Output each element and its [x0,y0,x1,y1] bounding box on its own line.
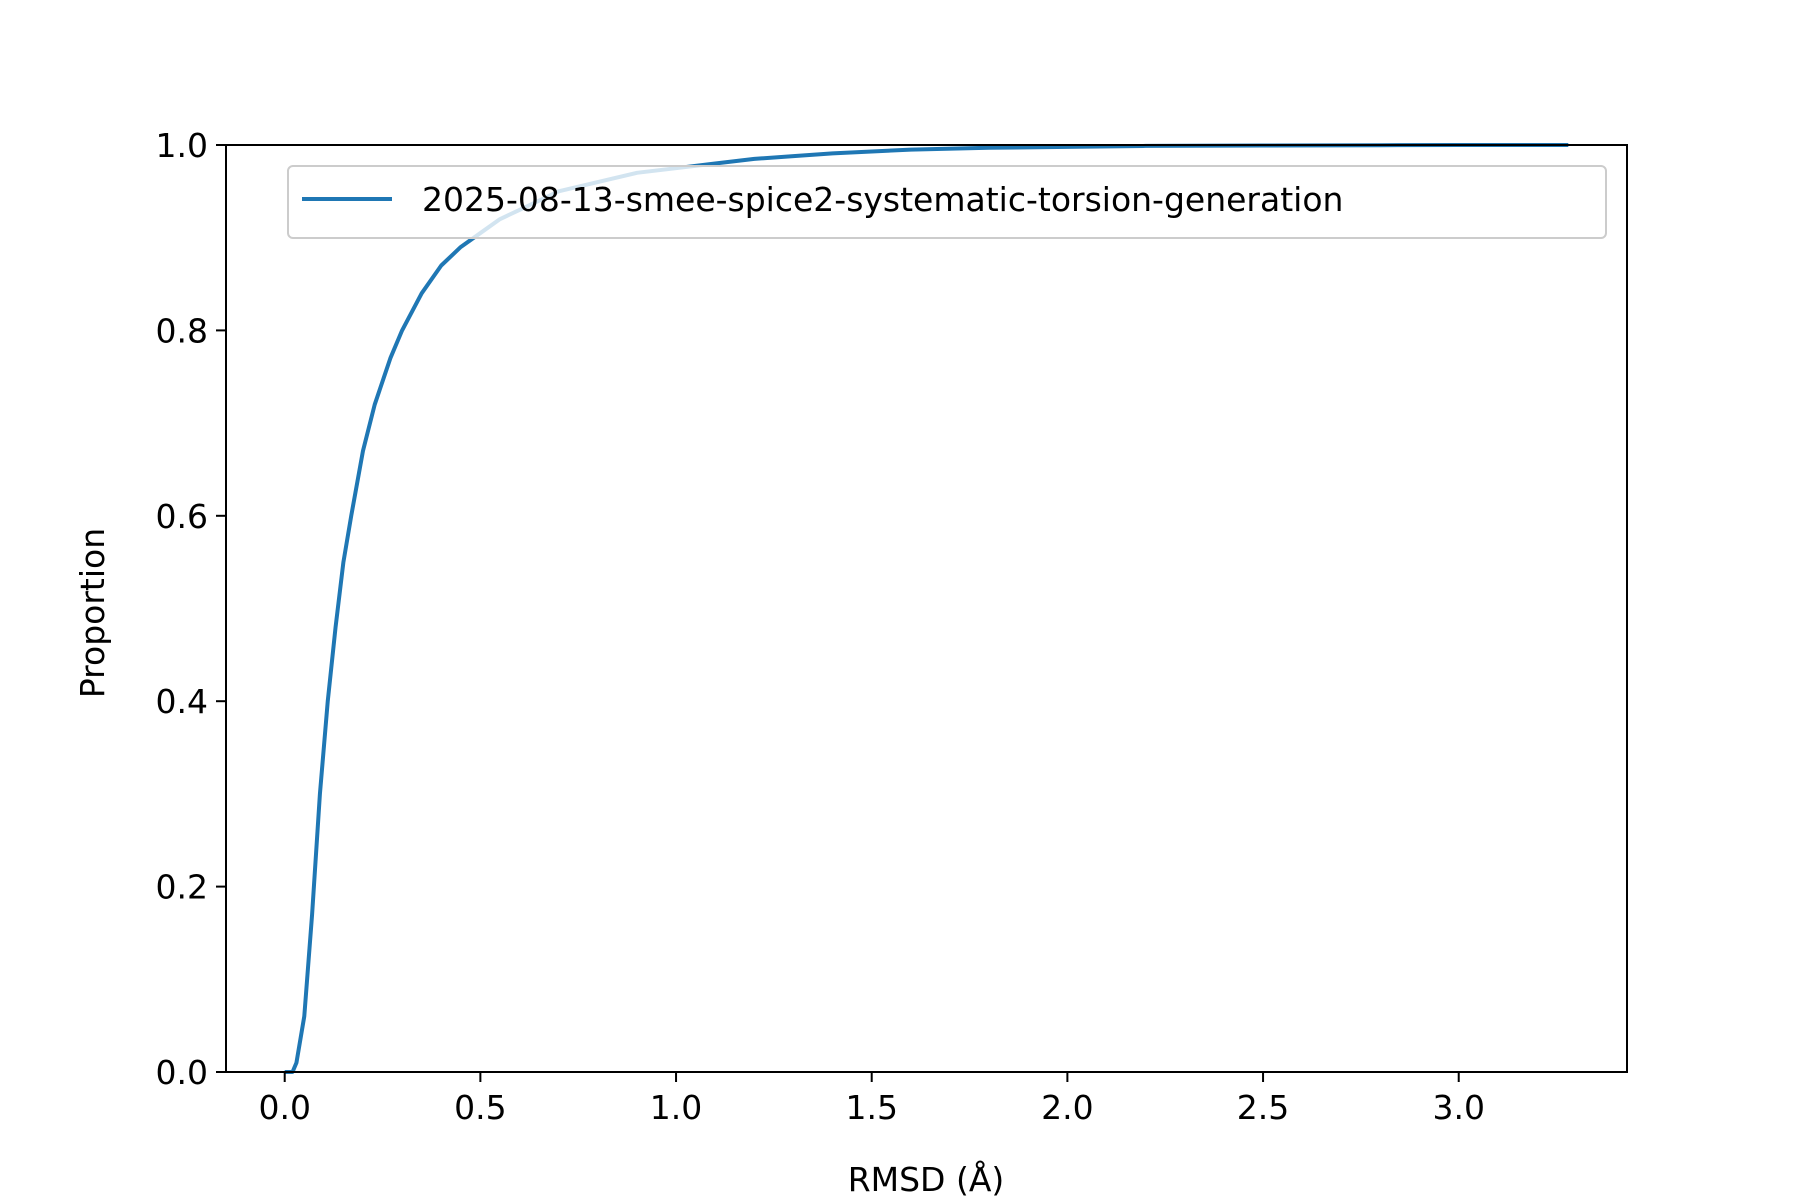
y-axis-ticks: 0.0 0.2 0.4 0.6 0.8 1.0 [156,126,226,1092]
x-tick-label: 1.5 [845,1088,897,1127]
y-tick-label: 0.6 [156,497,208,536]
x-tick-label: 2.0 [1041,1088,1093,1127]
plot-background [226,145,1627,1072]
y-tick-label: 1.0 [156,126,208,165]
x-tick-label: 0.0 [258,1088,310,1127]
legend-box [287,165,1607,239]
y-axis-label: Proportion [73,528,112,698]
legend-label: 2025-08-13-smee-spice2-systematic-torsio… [422,180,1343,219]
y-tick-label: 0.0 [156,1053,208,1092]
plot-area [225,143,1628,1074]
x-tick-label: 0.5 [454,1088,506,1127]
axes-frame [225,144,1628,1073]
legend: 2025-08-13-smee-spice2-systematic-torsio… [287,165,1607,239]
x-tick-label: 2.5 [1237,1088,1289,1127]
x-axis-ticks: 0.0 0.5 1.0 1.5 2.0 2.5 3.0 [258,1072,1485,1127]
x-tick-label: 1.0 [650,1088,702,1127]
y-tick-label: 0.2 [156,868,208,907]
y-tick-label: 0.4 [156,682,208,721]
x-axis-label: RMSD (Å) [848,1159,1005,1199]
y-tick-label: 0.8 [156,311,208,350]
x-tick-label: 3.0 [1432,1088,1484,1127]
